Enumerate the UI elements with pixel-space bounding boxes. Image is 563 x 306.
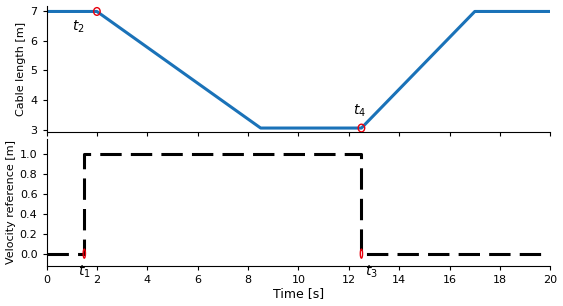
Text: $t_2$: $t_2$ [72, 19, 84, 35]
Y-axis label: Cable length [m]: Cable length [m] [16, 22, 26, 116]
X-axis label: Time [s]: Time [s] [273, 287, 324, 300]
Text: $t_4$: $t_4$ [352, 103, 365, 119]
Text: $t_1$: $t_1$ [78, 264, 91, 280]
Text: $t_3$: $t_3$ [365, 264, 378, 280]
Y-axis label: Velocity reference [m]: Velocity reference [m] [6, 140, 16, 264]
